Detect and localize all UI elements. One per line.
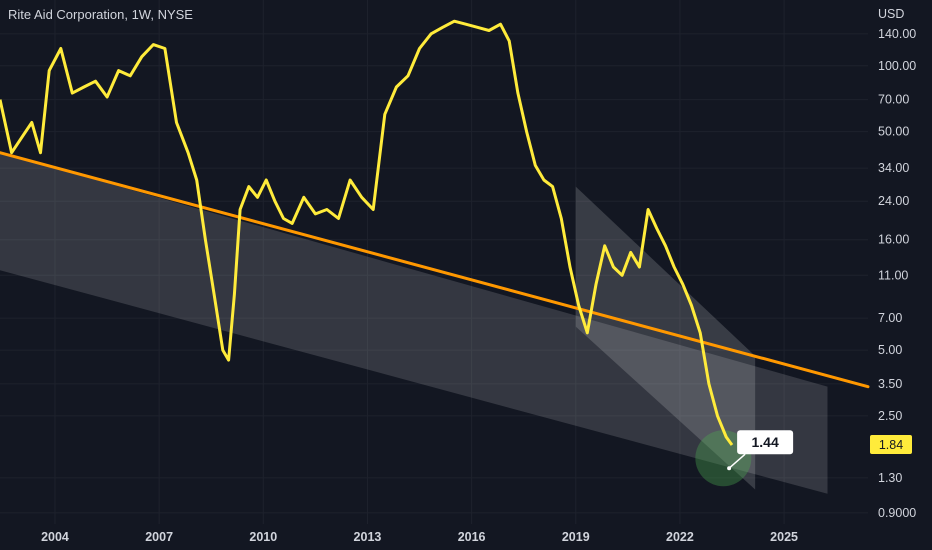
y-axis: USD 140.00 100.00 70.00 50.00 34.00 24.00 16.0… [878, 7, 916, 520]
y-tick-label: 100.00 [878, 59, 916, 73]
x-tick-label: 2016 [458, 530, 486, 544]
annotation-label: 1.44 [751, 434, 778, 450]
trendline [0, 151, 870, 389]
regression-channel [575, 186, 756, 490]
x-tick-label: 2019 [562, 530, 590, 544]
x-tick-label: 2010 [249, 530, 277, 544]
x-tick-label: 2004 [41, 530, 69, 544]
y-tick-label: 140.00 [878, 27, 916, 41]
x-tick-label: 2013 [354, 530, 382, 544]
last-value-label: 1.84 [879, 438, 903, 452]
y-tick-label: 2.50 [878, 409, 902, 423]
y-tick-label: 7.00 [878, 311, 902, 325]
last-value-badge [870, 434, 912, 454]
y-tick-label: 11.00 [878, 268, 908, 282]
chart-title: Rite Aid Corporation, 1W, NYSE [8, 7, 193, 22]
y-tick-label: 34.00 [878, 161, 909, 175]
x-tick-label: 2025 [770, 530, 798, 544]
y-tick-label: 24.00 [878, 194, 909, 208]
last-value-group: 1.84 [870, 434, 912, 454]
y-tick-label: 16.00 [878, 233, 909, 247]
annotation-dot [727, 466, 732, 471]
y-tick-label: 3.50 [878, 377, 902, 391]
series-group [0, 19, 734, 446]
price-line [0, 19, 734, 446]
y-tick-label: 1.30 [878, 471, 902, 485]
y-tick-label: 50.00 [878, 125, 909, 139]
channels [0, 152, 828, 494]
x-tick-label: 2022 [666, 530, 694, 544]
regression-channel [0, 152, 828, 494]
annotation-pointer [728, 453, 746, 469]
currency-label: USD [878, 7, 904, 21]
x-tick-label: 2007 [145, 530, 173, 544]
y-tick-label: 5.00 [878, 343, 902, 357]
y-tick-label: 0.9000 [878, 506, 916, 520]
annotation-box [737, 430, 794, 455]
trendline-group [0, 151, 870, 389]
y-tick-label: 70.00 [878, 93, 909, 107]
x-axis: 2004 2007 2010 2013 2016 2019 2022 2025 [41, 530, 798, 544]
grid [0, 0, 868, 524]
annotation-group: 1.44 [727, 430, 794, 471]
